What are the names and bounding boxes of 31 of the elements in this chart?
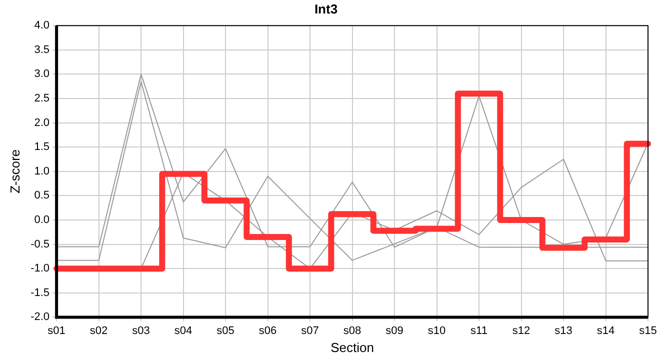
y-tick-label: -1.5: [30, 286, 50, 299]
x-tick-label: s15: [639, 324, 657, 337]
x-tick-label: s04: [174, 324, 192, 337]
y-tick-label: 4.0: [34, 20, 50, 32]
y-tick-label: 3.5: [34, 44, 50, 56]
x-tick-label: s12: [512, 324, 530, 337]
x-tick-label: s07: [301, 324, 319, 337]
y-tick-label: -1.0: [30, 262, 50, 275]
y-tick-label: 2.0: [34, 116, 50, 129]
chart-title: Int3: [314, 1, 338, 16]
y-tick-label: 0.0: [34, 214, 50, 226]
x-tick-label: s13: [554, 324, 572, 337]
x-tick-label: s05: [216, 324, 234, 337]
x-tick-label: s14: [596, 324, 615, 337]
x-tick-label: s06: [258, 324, 277, 337]
y-tick-label: 2.5: [34, 92, 50, 105]
y-tick-label: 1.0: [34, 165, 50, 178]
x-axis-title: Section: [330, 340, 374, 355]
x-tick-label: s03: [132, 324, 150, 337]
y-tick-label: -0.5: [30, 238, 50, 250]
y-tick-label: 3.0: [34, 68, 50, 80]
x-tick-label: s09: [386, 324, 404, 337]
y-tick-label: 0.5: [34, 190, 50, 202]
x-tick-label: s10: [428, 324, 446, 337]
x-tick-label: s11: [470, 324, 488, 337]
x-tick-label: s08: [343, 324, 362, 337]
y-axis-title: Z-score: [7, 149, 22, 194]
x-tick-label: s02: [90, 324, 108, 337]
y-tick-label: -2.0: [30, 311, 50, 324]
y-tick-label: 1.5: [34, 141, 50, 154]
x-tick-label: s01: [48, 324, 66, 337]
